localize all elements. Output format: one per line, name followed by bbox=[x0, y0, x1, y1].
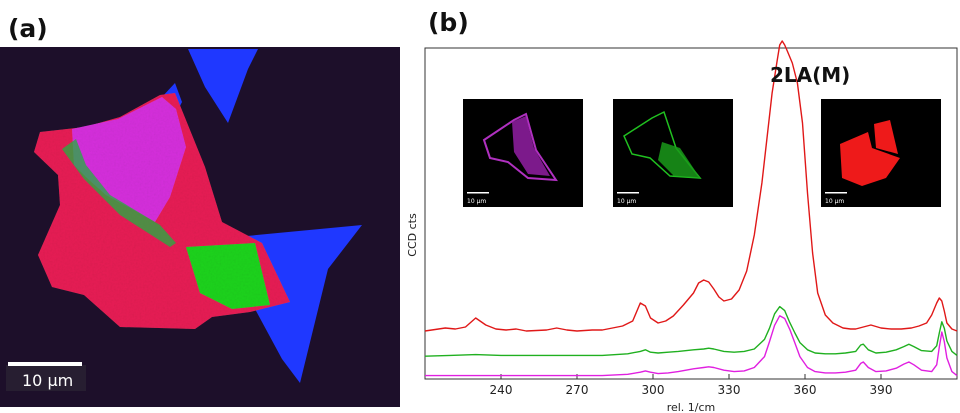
y-axis-label: CCD cts bbox=[406, 213, 419, 257]
spectrum-series-1 bbox=[424, 40, 958, 332]
scale-bar-label: 10 μm bbox=[22, 371, 73, 390]
blue-flake-top bbox=[188, 49, 258, 123]
spectrum-series-3 bbox=[425, 315, 958, 377]
green-streak bbox=[62, 139, 176, 247]
x-tick-label-360: 360 bbox=[794, 383, 817, 397]
peak-label: 2LA(M) bbox=[770, 63, 850, 87]
inset-scale-label-3: 10 μm bbox=[825, 198, 844, 205]
inset-map-green: 10 μm bbox=[613, 99, 733, 207]
scale-bar bbox=[8, 362, 82, 366]
panel-b-label: (b) bbox=[428, 8, 469, 37]
x-axis-label: rel. 1/cm bbox=[667, 401, 716, 413]
inset-map-magenta: 10 μm bbox=[463, 99, 583, 207]
magenta-region bbox=[72, 97, 186, 222]
raman-map-image: 10 μm bbox=[0, 47, 400, 407]
plot-frame bbox=[424, 47, 958, 380]
x-axis-ticks: 240 270 300 330 360 390 bbox=[490, 374, 893, 397]
inset-scale-label-2: 10 μm bbox=[617, 198, 636, 205]
x-tick-label-240: 240 bbox=[490, 383, 513, 397]
spectrum-series-2 bbox=[424, 305, 958, 357]
spectra-series bbox=[424, 40, 958, 377]
raman-spectrum-chart: CCD cts rel. 1/cm 240 270 300 330 360 390 2LA… bbox=[406, 40, 958, 413]
panel-a-label: (a) bbox=[8, 14, 48, 43]
scale-bar-background bbox=[6, 365, 86, 391]
x-tick-label-270: 270 bbox=[566, 383, 589, 397]
green-region bbox=[186, 243, 270, 309]
x-tick-label-330: 330 bbox=[718, 383, 741, 397]
inset-map-red: 10 μm bbox=[821, 99, 941, 207]
inset-scale-label-1: 10 μm bbox=[467, 198, 486, 205]
x-tick-label-300: 300 bbox=[642, 383, 665, 397]
x-tick-label-390: 390 bbox=[870, 383, 893, 397]
